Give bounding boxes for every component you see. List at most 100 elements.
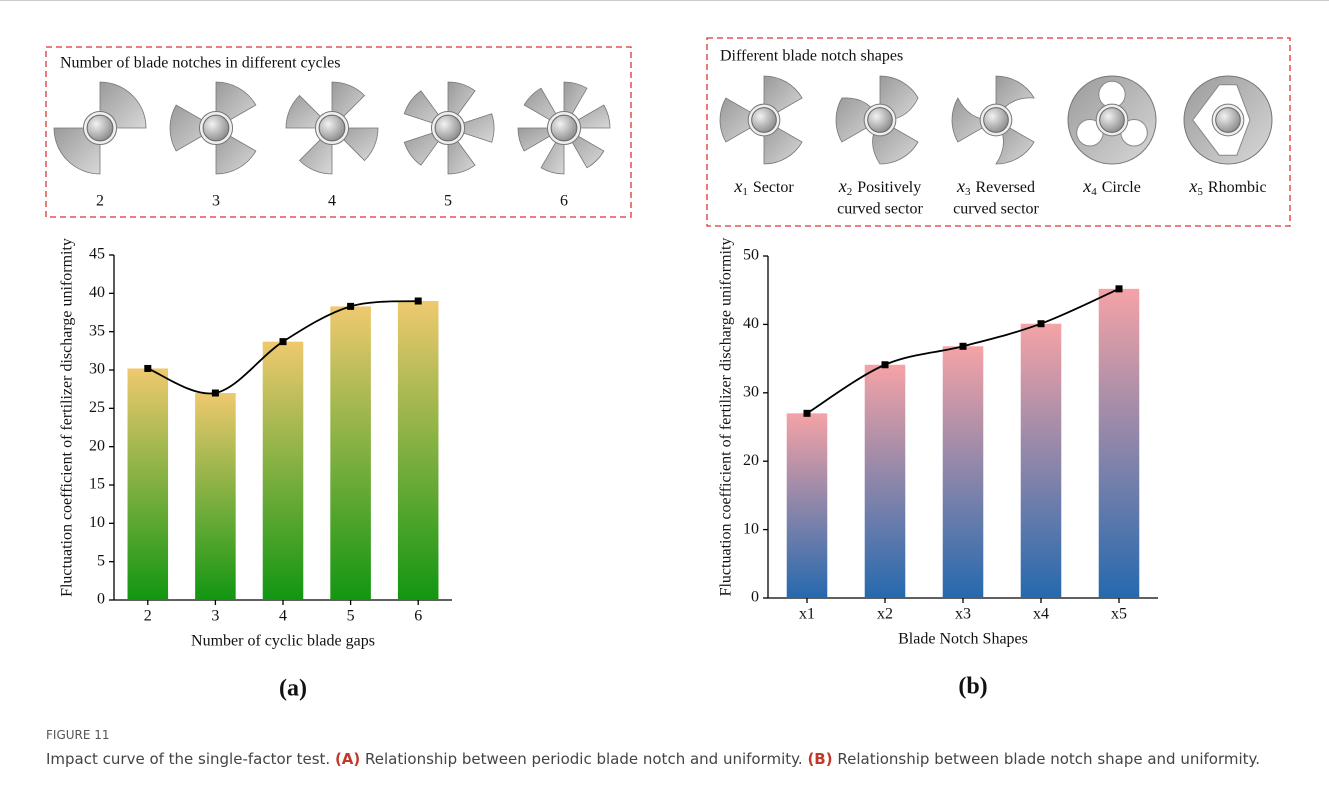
line-marker bbox=[960, 343, 967, 350]
x-tick-label: x5 bbox=[1111, 606, 1127, 623]
y-tick-label: 10 bbox=[89, 514, 105, 531]
bar bbox=[1021, 324, 1062, 598]
propeller-icon bbox=[404, 82, 494, 174]
y-tick-label: 30 bbox=[89, 361, 105, 378]
hub bbox=[868, 108, 893, 133]
line-marker bbox=[347, 303, 354, 310]
icon-label-line: curved sector bbox=[837, 201, 923, 218]
line-marker bbox=[212, 390, 219, 397]
propeller-icon bbox=[54, 82, 146, 174]
line-marker bbox=[280, 338, 287, 345]
hub bbox=[87, 115, 113, 141]
x-tick-label: 6 bbox=[414, 608, 422, 625]
propeller-icon bbox=[170, 82, 256, 174]
y-tick-label: 0 bbox=[751, 589, 759, 606]
x-axis-title: Number of cyclic blade gaps bbox=[191, 633, 375, 650]
name: Sector bbox=[753, 179, 795, 196]
caption-segment: Relationship between blade notch shape a… bbox=[833, 750, 1260, 768]
hub bbox=[319, 115, 345, 141]
bar bbox=[398, 301, 439, 600]
propeller-icon bbox=[518, 82, 610, 174]
line-marker bbox=[144, 365, 151, 372]
y-axis-title: Fluctuation coefficient of fertilizer di… bbox=[59, 238, 76, 597]
x-tick-label: x1 bbox=[799, 606, 815, 623]
y-tick-label: 30 bbox=[743, 383, 759, 400]
bar bbox=[787, 413, 828, 598]
icon-label: 5 bbox=[444, 193, 452, 210]
figure: Number of blade notches in different cyc… bbox=[0, 0, 1329, 720]
illustration-title: Different blade notch shapes bbox=[720, 48, 903, 65]
icon-label: 6 bbox=[560, 193, 568, 210]
hub bbox=[1100, 108, 1125, 133]
icon-label: x3 Reversed bbox=[956, 176, 1035, 197]
caption-segment: Relationship between periodic blade notc… bbox=[360, 750, 807, 768]
subscript: 4 bbox=[1091, 186, 1097, 198]
symbol: x bbox=[1082, 176, 1091, 196]
caption-segment: Impact curve of the single-factor test. bbox=[46, 750, 335, 768]
bar bbox=[195, 393, 236, 600]
subscript: 3 bbox=[965, 186, 971, 198]
name: Positively bbox=[857, 179, 921, 196]
icon-label: 2 bbox=[96, 193, 104, 210]
caption-text: Impact curve of the single-factor test. … bbox=[46, 748, 1296, 770]
x-tick-label: x2 bbox=[877, 606, 893, 623]
bar bbox=[1099, 289, 1140, 598]
propeller-icon bbox=[952, 76, 1034, 164]
y-tick-label: 10 bbox=[743, 520, 759, 537]
hub bbox=[551, 115, 577, 141]
bar bbox=[263, 342, 304, 600]
propeller-icon bbox=[286, 82, 378, 174]
y-tick-label: 40 bbox=[89, 284, 105, 301]
y-tick-label: 35 bbox=[89, 322, 105, 339]
x-tick-label: x4 bbox=[1033, 606, 1049, 623]
x-tick-label: 5 bbox=[347, 608, 355, 625]
name: Reversed bbox=[975, 179, 1035, 196]
propeller-icon bbox=[1068, 76, 1156, 164]
caption-segment: (B) bbox=[807, 750, 832, 768]
subscript: 2 bbox=[847, 186, 853, 198]
y-tick-label: 45 bbox=[89, 246, 105, 263]
caption-label: FIGURE 11 bbox=[46, 728, 1296, 742]
y-tick-label: 0 bbox=[97, 591, 105, 608]
hub bbox=[435, 115, 461, 141]
propeller-icon bbox=[1184, 76, 1272, 164]
name: Rhombic bbox=[1208, 179, 1267, 196]
icon-label-line: curved sector bbox=[953, 201, 1039, 218]
panel-label: (a) bbox=[279, 676, 307, 702]
x-tick-label: 3 bbox=[211, 608, 219, 625]
y-tick-label: 5 bbox=[97, 552, 105, 569]
bar bbox=[943, 346, 984, 598]
icon-label: 4 bbox=[328, 193, 336, 210]
propeller-icon bbox=[836, 76, 918, 164]
x-axis-title: Blade Notch Shapes bbox=[898, 631, 1028, 648]
icon-label: x1 Sector bbox=[733, 176, 794, 197]
hub bbox=[1216, 108, 1241, 133]
hub bbox=[984, 108, 1009, 133]
panel-label: (b) bbox=[958, 674, 987, 700]
symbol: x bbox=[838, 176, 847, 196]
line-marker bbox=[882, 361, 889, 368]
x-tick-label: 4 bbox=[279, 608, 287, 625]
symbol: x bbox=[733, 176, 742, 196]
subscript: 5 bbox=[1197, 186, 1203, 198]
top-rule bbox=[0, 0, 1329, 1]
propeller-icon bbox=[720, 76, 802, 164]
symbol: x bbox=[956, 176, 965, 196]
y-tick-label: 50 bbox=[743, 247, 759, 264]
icon-label: x2 Positively bbox=[838, 176, 922, 197]
caption: FIGURE 11 Impact curve of the single-fac… bbox=[46, 728, 1296, 770]
line-marker bbox=[804, 410, 811, 417]
hub bbox=[203, 115, 229, 141]
illustration-title: Number of blade notches in different cyc… bbox=[60, 55, 341, 72]
line-marker bbox=[1116, 285, 1123, 292]
y-tick-label: 40 bbox=[743, 315, 759, 332]
subscript: 1 bbox=[742, 186, 748, 198]
bar bbox=[330, 306, 371, 600]
x-tick-label: 2 bbox=[144, 608, 152, 625]
page: Number of blade notches in different cyc… bbox=[0, 0, 1329, 809]
y-axis-title: Fluctuation coefficient of fertilizer di… bbox=[718, 238, 735, 597]
line-marker bbox=[1038, 320, 1045, 327]
hub bbox=[752, 108, 777, 133]
